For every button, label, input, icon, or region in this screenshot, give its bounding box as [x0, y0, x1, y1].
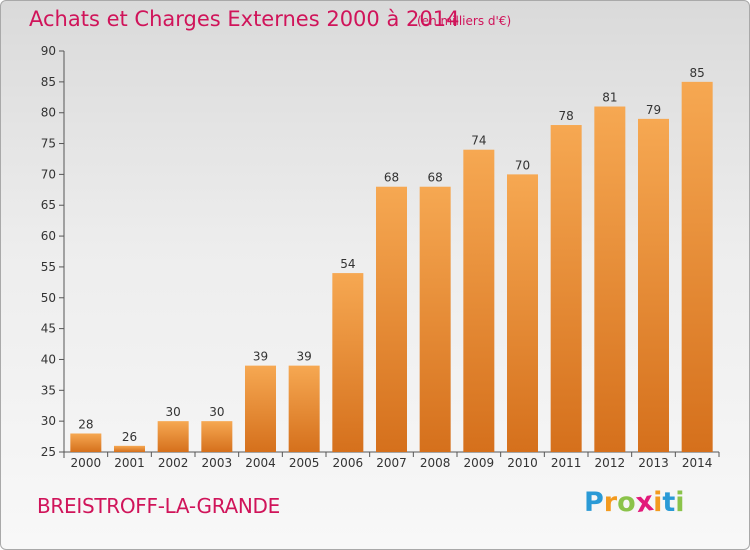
x-tick-label: 2000	[71, 456, 102, 470]
bar	[376, 186, 407, 452]
y-tick-label: 55	[41, 260, 56, 274]
data-label: 81	[602, 91, 617, 105]
y-tick-label: 90	[41, 44, 56, 58]
bar	[70, 433, 102, 452]
bar	[245, 365, 276, 452]
x-tick-label: 2012	[595, 456, 626, 470]
data-label: 70	[515, 158, 530, 172]
data-label: 30	[209, 405, 224, 419]
y-tick-label: 35	[41, 383, 56, 397]
x-tick-label: 2008	[420, 456, 451, 470]
commune-name: BREISTROFF-LA-GRANDE	[37, 494, 280, 518]
data-label: 26	[122, 430, 137, 444]
logo-letter: x	[633, 485, 656, 520]
proxiti-logo: Proxiti	[584, 485, 685, 520]
data-label: 30	[166, 405, 181, 419]
y-tick-label: 75	[41, 137, 56, 151]
bar	[638, 118, 669, 452]
bar	[681, 81, 713, 452]
bar	[550, 125, 582, 453]
x-tick-label: 2005	[289, 456, 320, 470]
data-label: 78	[559, 109, 574, 123]
data-label: 68	[384, 171, 399, 185]
bar	[288, 365, 320, 452]
logo-letter: P	[584, 487, 604, 518]
y-tick-label: 70	[41, 167, 56, 181]
y-tick-label: 65	[41, 198, 56, 212]
logo-letter: o	[617, 487, 636, 518]
bar	[201, 421, 233, 452]
data-label: 54	[340, 257, 355, 271]
data-label: 85	[690, 66, 705, 80]
y-tick-label: 60	[41, 229, 56, 243]
logo-letter: i	[675, 487, 685, 518]
logo-letter: t	[662, 487, 676, 518]
x-tick-label: 2003	[202, 456, 233, 470]
data-label: 28	[78, 417, 93, 431]
x-tick-label: 2002	[158, 456, 189, 470]
bar	[157, 421, 189, 452]
logo-letter: i	[653, 487, 663, 518]
y-tick-label: 50	[41, 291, 56, 305]
x-tick-label: 2010	[507, 456, 538, 470]
bar	[114, 445, 145, 452]
bar	[419, 186, 451, 452]
bar	[507, 174, 538, 452]
x-tick-label: 2013	[638, 456, 669, 470]
x-tick-label: 2014	[682, 456, 713, 470]
bar	[594, 106, 626, 453]
data-label: 39	[253, 350, 268, 364]
x-tick-label: 2006	[333, 456, 364, 470]
y-tick-label: 45	[41, 322, 56, 336]
chart-title: Achats et Charges Externes 2000 à 2014	[29, 7, 460, 31]
x-tick-label: 2001	[114, 456, 145, 470]
data-label: 68	[428, 171, 443, 185]
x-tick-label: 2011	[551, 456, 582, 470]
x-tick-label: 2004	[245, 456, 276, 470]
chart-subtitle: (en milliers d'€)	[417, 14, 512, 28]
y-tick-label: 30	[41, 414, 56, 428]
y-tick-label: 25	[41, 445, 56, 459]
x-tick-label: 2009	[464, 456, 495, 470]
data-label: 39	[297, 350, 312, 364]
data-label: 74	[471, 134, 486, 148]
x-tick-label: 2007	[376, 456, 407, 470]
bar	[332, 273, 364, 452]
y-tick-label: 40	[41, 352, 56, 366]
logo-letter: r	[603, 487, 618, 518]
bar	[463, 149, 495, 452]
data-label: 79	[646, 103, 661, 117]
y-tick-label: 85	[41, 75, 56, 89]
y-tick-label: 80	[41, 106, 56, 120]
